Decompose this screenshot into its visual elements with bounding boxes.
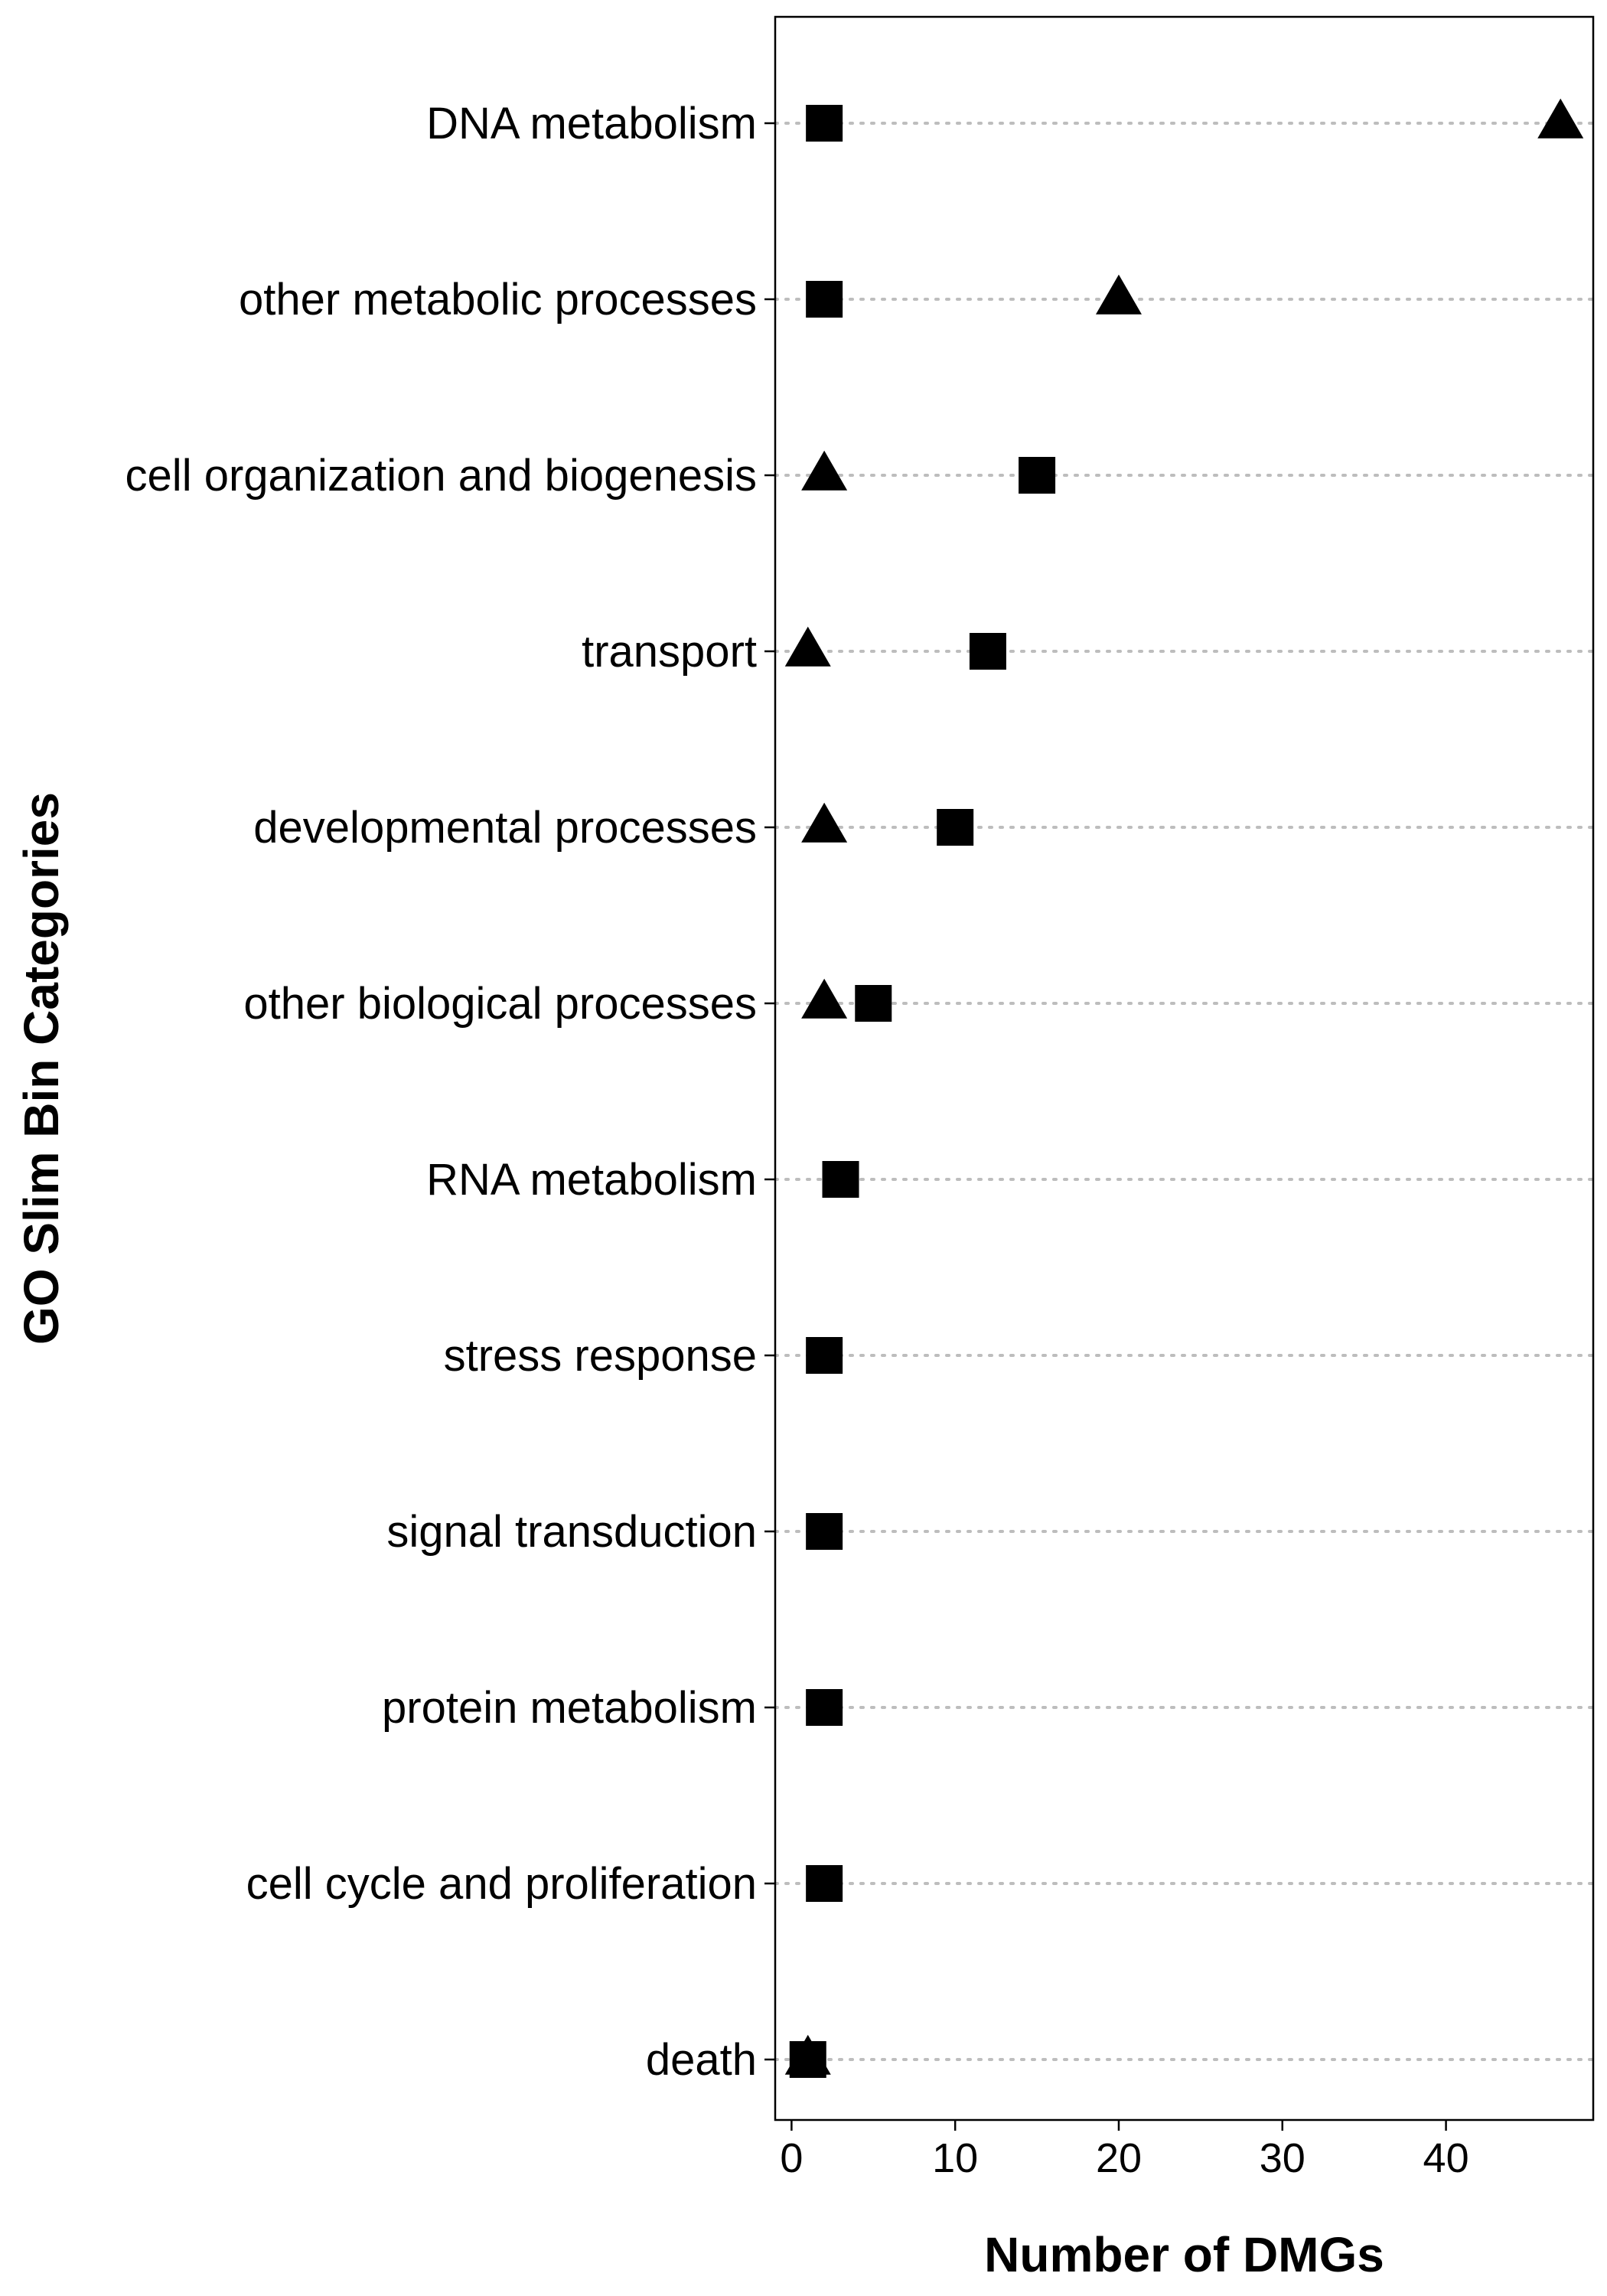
square-point <box>806 105 843 142</box>
square-point <box>806 1865 843 1902</box>
square-point <box>937 809 974 846</box>
y-tick-label: RNA metabolism <box>426 1155 757 1205</box>
y-axis-title: GO Slim Bin Categories <box>14 792 69 1345</box>
x-axis-ticks: 0 10 20 30 40 <box>780 2120 1469 2181</box>
triangle-point <box>801 978 848 1019</box>
y-tick-label: transport <box>582 627 757 677</box>
square-point <box>806 1513 843 1550</box>
square-point <box>969 633 1006 670</box>
triangle-point <box>1537 98 1584 139</box>
x-tick-label: 0 <box>780 2135 803 2181</box>
square-point <box>822 1161 859 1198</box>
triangle-point <box>784 2034 831 2075</box>
data-points <box>784 98 1584 2078</box>
square-point <box>806 1689 843 1726</box>
gridlines <box>774 122 1595 2061</box>
triangle-point <box>801 450 848 491</box>
y-tick-label: protein metabolism <box>382 1683 757 1733</box>
square-point <box>806 281 843 318</box>
x-tick-label: 10 <box>932 2135 978 2181</box>
y-tick-label: developmental processes <box>253 803 757 853</box>
y-tick-label: stress response <box>444 1331 757 1381</box>
y-tick-label: other metabolic processes <box>239 275 757 325</box>
x-tick-label: 40 <box>1423 2135 1469 2181</box>
y-tick-label: cell organization and biogenesis <box>125 451 757 501</box>
y-tick-label: signal transduction <box>386 1507 757 1557</box>
square-point <box>1019 457 1056 494</box>
plot-panel-border <box>774 15 1595 2122</box>
y-tick-label: death <box>646 2035 757 2085</box>
y-axis-ticks: DNA metabolism other metabolic processes c… <box>125 99 775 2085</box>
y-tick-label: DNA metabolism <box>426 99 757 148</box>
square-point <box>855 985 892 1022</box>
square-point <box>806 1337 843 1374</box>
x-tick-label: 20 <box>1096 2135 1142 2181</box>
y-tick-label: other biological processes <box>243 979 757 1029</box>
triangle-point <box>1095 274 1142 315</box>
triangle-point <box>784 626 831 667</box>
x-tick-label: 30 <box>1260 2135 1305 2181</box>
y-tick-label: cell cycle and proliferation <box>246 1859 757 1909</box>
x-axis-title: Number of DMGs <box>984 2227 1384 2282</box>
triangle-point <box>801 802 848 843</box>
